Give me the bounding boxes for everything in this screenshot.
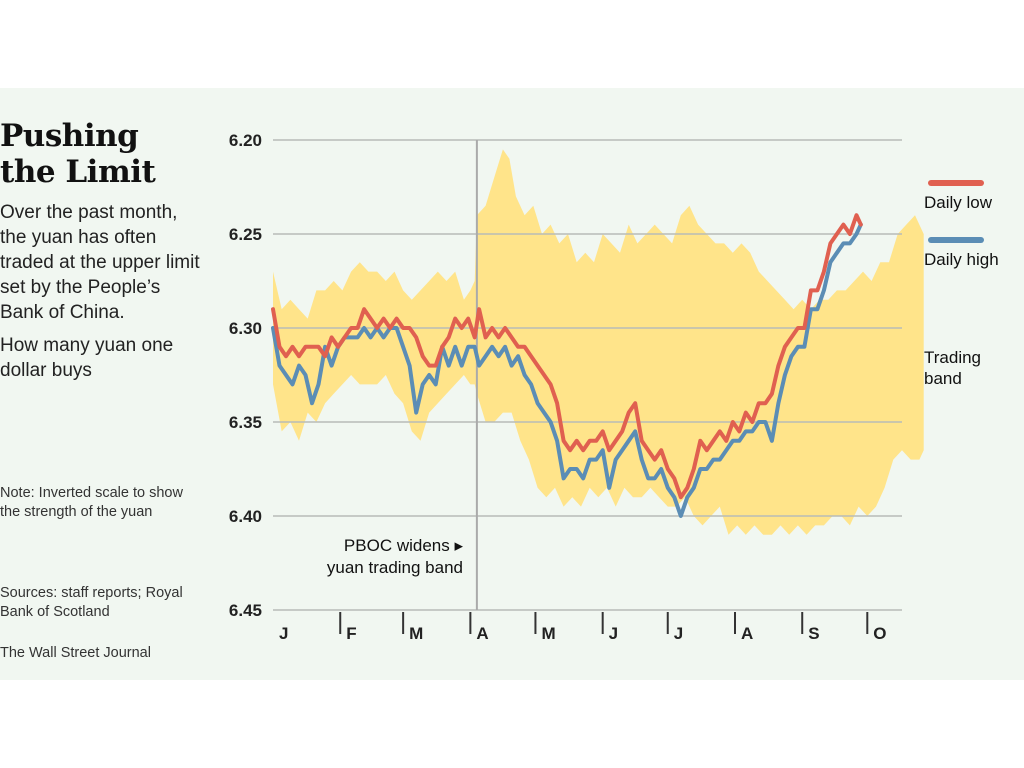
legend-label-daily-high: Daily high — [924, 250, 999, 269]
x-tick-label-8: S — [808, 624, 819, 643]
title-line-1: Pushing — [0, 118, 139, 154]
chart-sources: Sources: staff reports; Royal Bank of Sc… — [0, 585, 183, 620]
chart-credit: The Wall Street Journal — [0, 645, 151, 661]
axis-layer: 6.20 6.25 6.30 6.35 6.40 6.45 J F M A M J J A S O — [229, 131, 887, 643]
x-tick-label-2: M — [409, 624, 423, 643]
x-tick-label-3: A — [476, 624, 488, 643]
legend-swatch-daily-high — [928, 237, 984, 243]
x-tick-label-5: J — [609, 624, 618, 643]
x-tick-label-1: F — [346, 624, 356, 643]
legend-label-band-2: band — [924, 369, 962, 388]
x-tick-label-4: M — [541, 624, 555, 643]
title-line-2: the Limit — [0, 154, 156, 190]
legend: Daily low Daily high Trading band — [904, 180, 999, 388]
series-layer — [271, 213, 863, 518]
legend-swatch-daily-low — [928, 180, 984, 186]
y-tick-label-2: 6.30 — [229, 319, 262, 338]
grid-layer — [273, 139, 902, 611]
x-tick-label-6: J — [674, 624, 683, 643]
y-tick-label-3: 6.35 — [229, 413, 262, 432]
chart-note: Note: Inverted scale to show the strengt… — [0, 485, 183, 520]
trading-band-area — [273, 149, 924, 535]
legend-label-daily-low: Daily low — [924, 193, 993, 212]
band-layer — [273, 149, 924, 535]
x-tick-label-7: A — [741, 624, 753, 643]
text-column: Pushing the Limit Over the past month, t… — [0, 118, 200, 383]
y-tick-label-4: 6.40 — [229, 507, 262, 526]
y-tick-label-0: 6.20 — [229, 131, 262, 150]
legend-label-band-1: Trading — [924, 348, 981, 367]
daily-low-line — [271, 213, 863, 500]
y-tick-label-1: 6.25 — [229, 225, 262, 244]
annotation-line-2: yuan trading band — [327, 558, 463, 577]
annotation-layer: PBOC widens ▸ yuan trading band — [327, 536, 464, 577]
legend-swatch-band — [904, 352, 920, 380]
unit-label: How many yuan one dollar buys — [0, 335, 174, 381]
x-tick-label-0: J — [279, 624, 288, 643]
daily-high-line — [271, 222, 863, 518]
chart-title: Pushing the Limit — [0, 118, 200, 190]
chart-subtitle: Over the past month, the yuan has often … — [0, 202, 200, 323]
y-tick-label-5: 6.45 — [229, 601, 262, 620]
annotation-line-1: PBOC widens ▸ — [344, 536, 464, 555]
x-tick-label-9: O — [873, 624, 886, 643]
